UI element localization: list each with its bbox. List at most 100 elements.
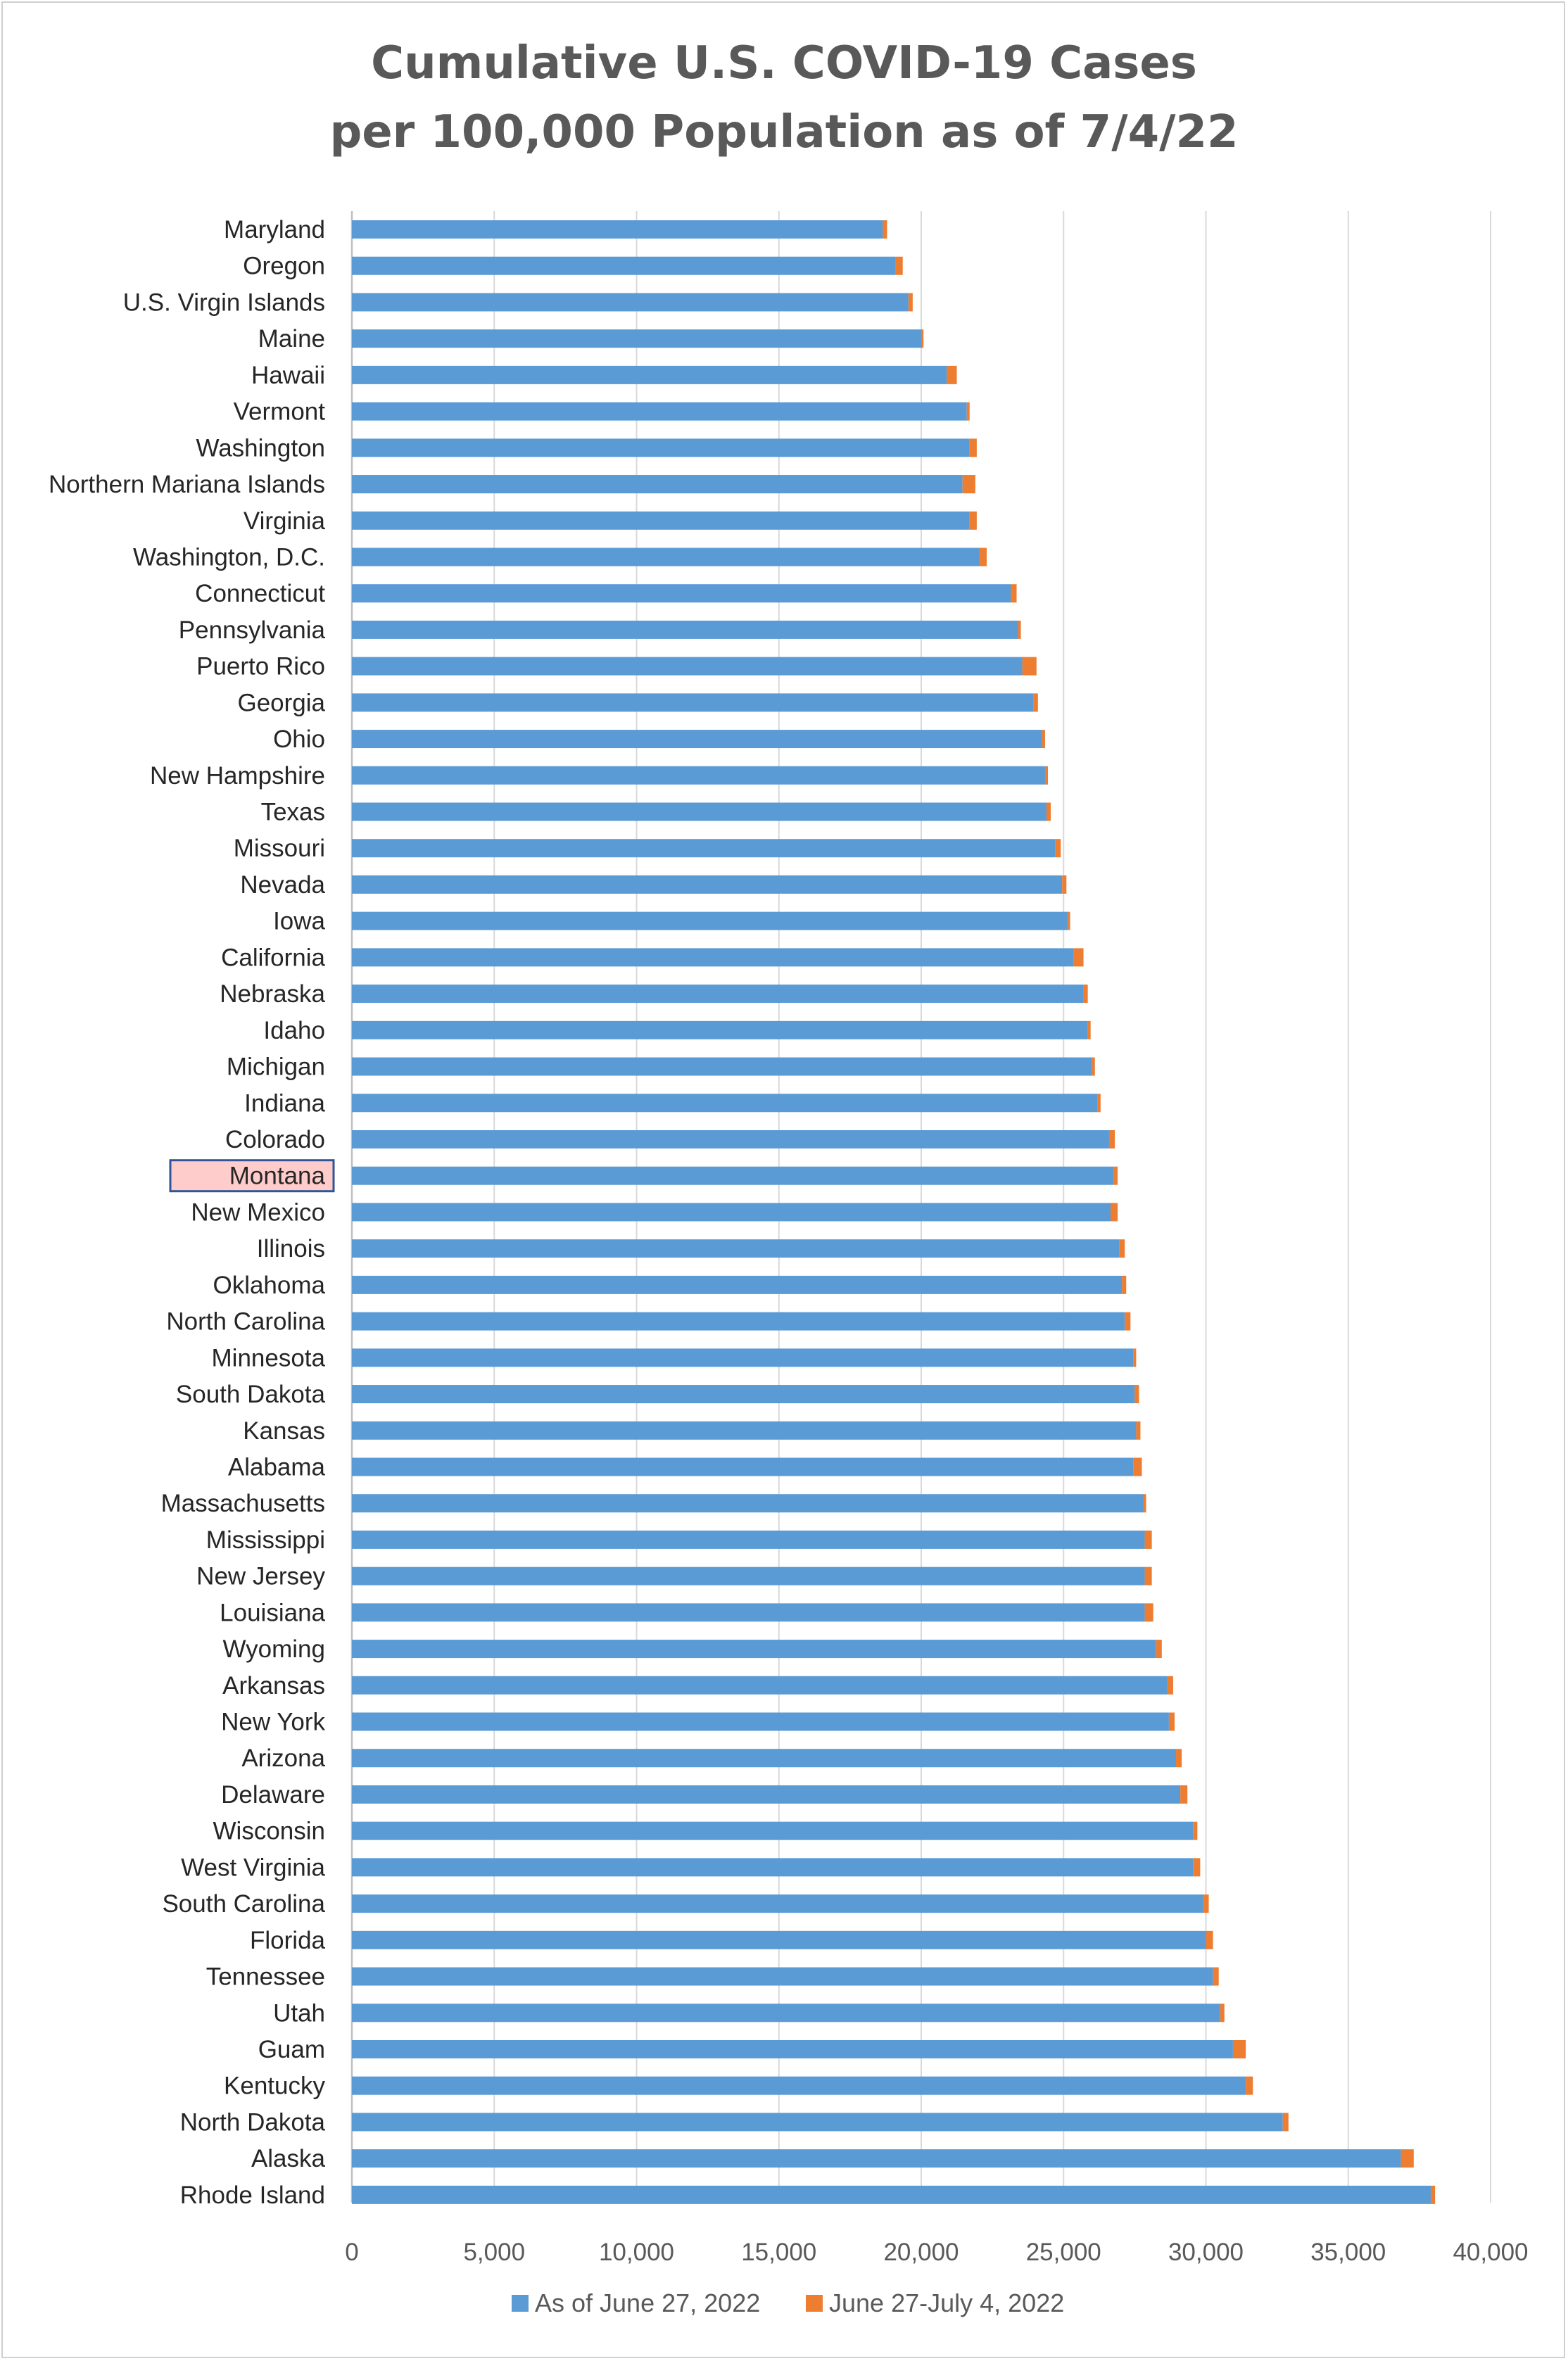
category-label: Rhode Island	[180, 2182, 325, 2209]
x-tick-label: 15,000	[741, 2239, 816, 2266]
category-label: Minnesota	[212, 1344, 326, 1372]
category-label: Texas	[261, 799, 325, 826]
bar-segment-as-of-june-27	[352, 365, 947, 384]
legend-swatch-as-of-june-27	[512, 2295, 529, 2312]
bar-segment-as-of-june-27	[352, 911, 1068, 930]
category-label: Missouri	[234, 835, 325, 862]
bar-segment-as-of-june-27	[352, 1275, 1123, 1294]
bar-segment-june-27-july-4	[883, 220, 887, 239]
category-label: South Carolina	[162, 1890, 325, 1918]
bar-segment-as-of-june-27	[352, 438, 970, 457]
bar-segment-june-27-july-4	[1134, 1385, 1139, 1404]
bar-segment-june-27-july-4	[1232, 2040, 1246, 2058]
category-label: Maine	[258, 325, 325, 353]
bar-segment-june-27-july-4	[1193, 1821, 1198, 1840]
x-tick-label: 35,000	[1310, 2239, 1386, 2266]
bar-segment-as-of-june-27	[352, 2076, 1246, 2095]
category-label: North Carolina	[166, 1308, 325, 1336]
category-label: Pennsylvania	[179, 616, 326, 644]
category-label: Colorado	[225, 1126, 325, 1153]
bar-segment-june-27-july-4	[1136, 1421, 1141, 1440]
bar-segment-june-27-july-4	[1119, 1239, 1125, 1258]
bar-segment-june-27-july-4	[1156, 1640, 1162, 1659]
bar-segment-as-of-june-27	[352, 1166, 1114, 1185]
category-label: Virginia	[244, 507, 326, 535]
bar-segment-as-of-june-27	[352, 985, 1084, 1004]
category-label: Puerto Rico	[196, 653, 325, 681]
category-label: Indiana	[244, 1089, 325, 1117]
category-label: Connecticut	[195, 580, 325, 607]
chart-title-line-1: Cumulative U.S. COVID-19 Cases	[371, 37, 1197, 89]
bar-segment-june-27-july-4	[1110, 1203, 1118, 1222]
category-label: Kentucky	[224, 2072, 325, 2100]
category-label: U.S. Virgin Islands	[123, 289, 325, 316]
category-label: Northern Mariana Islands	[49, 471, 325, 498]
bar-segment-as-of-june-27	[352, 475, 963, 494]
bar-segment-june-27-july-4	[1133, 1457, 1142, 1476]
category-label: Maryland	[224, 216, 325, 243]
chart-title-line-2: per 100,000 Population as of 7/4/22	[329, 106, 1239, 158]
x-tick-label: 10,000	[599, 2239, 674, 2266]
bar-segment-as-of-june-27	[352, 256, 896, 275]
bar-segment-as-of-june-27	[352, 1094, 1098, 1113]
bar-segment-as-of-june-27	[352, 1020, 1088, 1039]
category-label: West Virginia	[181, 1854, 325, 1881]
category-label: Wisconsin	[213, 1818, 325, 1845]
legend: As of June 27, 2022 June 27-July 4, 2022	[512, 2289, 1064, 2317]
category-label: New Jersey	[196, 1563, 325, 1590]
x-tick-label: 0	[345, 2239, 358, 2266]
bar-segment-as-of-june-27	[352, 547, 980, 566]
bar-segment-as-of-june-27	[352, 293, 909, 312]
bar-segment-june-27-july-4	[1176, 1749, 1182, 1768]
bar-segment-june-27-july-4	[1125, 1312, 1131, 1331]
category-label: Hawaii	[251, 362, 325, 389]
bar-segment-june-27-july-4	[1220, 2004, 1225, 2023]
x-tick-label: 5,000	[463, 2239, 525, 2266]
category-label: Idaho	[263, 1017, 325, 1044]
bar-segment-june-27-july-4	[921, 329, 924, 348]
legend-swatch-june-27-july-4	[806, 2295, 823, 2312]
bar-segment-as-of-june-27	[352, 2004, 1220, 2023]
bar-segment-as-of-june-27	[352, 1603, 1145, 1622]
bar-segment-as-of-june-27	[352, 693, 1034, 712]
bar-segment-june-27-july-4	[969, 511, 977, 530]
bar-segment-june-27-july-4	[1044, 766, 1049, 785]
category-label: Utah	[273, 1999, 325, 2027]
bar-segment-as-of-june-27	[352, 1239, 1120, 1258]
bar-segment-june-27-july-4	[1046, 802, 1051, 821]
category-labels: Maryland Oregon U.S. Virgin Islands Maine Ha…	[49, 216, 335, 2209]
bar-segment-as-of-june-27	[352, 2113, 1283, 2132]
category-label: Montana	[229, 1163, 326, 1190]
category-label: Nevada	[240, 871, 325, 899]
bar-segment-as-of-june-27	[352, 1676, 1168, 1695]
bar-segment-june-27-july-4	[1033, 693, 1038, 712]
bar-segment-june-27-july-4	[1087, 1020, 1091, 1039]
bar-segment-as-of-june-27	[352, 1494, 1144, 1513]
category-label: Kansas	[243, 1417, 325, 1445]
category-label: Mississippi	[206, 1526, 325, 1554]
category-label: Georgia	[237, 689, 325, 716]
bar-segment-as-of-june-27	[352, 1894, 1203, 1913]
bar-segment-as-of-june-27	[352, 1785, 1181, 1804]
bar-segment-as-of-june-27	[352, 1130, 1109, 1148]
bar-segment-as-of-june-27	[352, 1640, 1156, 1659]
bar-segment-as-of-june-27	[352, 1421, 1137, 1440]
bar-segment-june-27-july-4	[1083, 985, 1088, 1004]
bar-segment-june-27-july-4	[1144, 1530, 1152, 1549]
bar-segment-as-of-june-27	[352, 1457, 1134, 1476]
bar-segment-june-27-july-4	[1022, 657, 1037, 676]
category-label: New Mexico	[191, 1198, 325, 1226]
bar-segment-june-27-july-4	[1168, 1712, 1175, 1731]
bar-segment-as-of-june-27	[352, 1385, 1135, 1404]
bar-segment-june-27-july-4	[1246, 2076, 1253, 2095]
x-tick-label: 20,000	[883, 2239, 959, 2266]
bar-segment-as-of-june-27	[352, 1821, 1194, 1840]
bar-segment-as-of-june-27	[352, 1203, 1111, 1222]
bar-segment-as-of-june-27	[352, 802, 1047, 821]
bar-segment-june-27-july-4	[1018, 620, 1021, 639]
category-label: Washington, D.C.	[133, 543, 325, 571]
bar-segment-june-27-july-4	[1108, 1130, 1115, 1148]
category-label: New Hampshire	[150, 762, 325, 790]
category-label: Florida	[250, 1927, 326, 1954]
bar-segment-as-of-june-27	[352, 875, 1063, 894]
